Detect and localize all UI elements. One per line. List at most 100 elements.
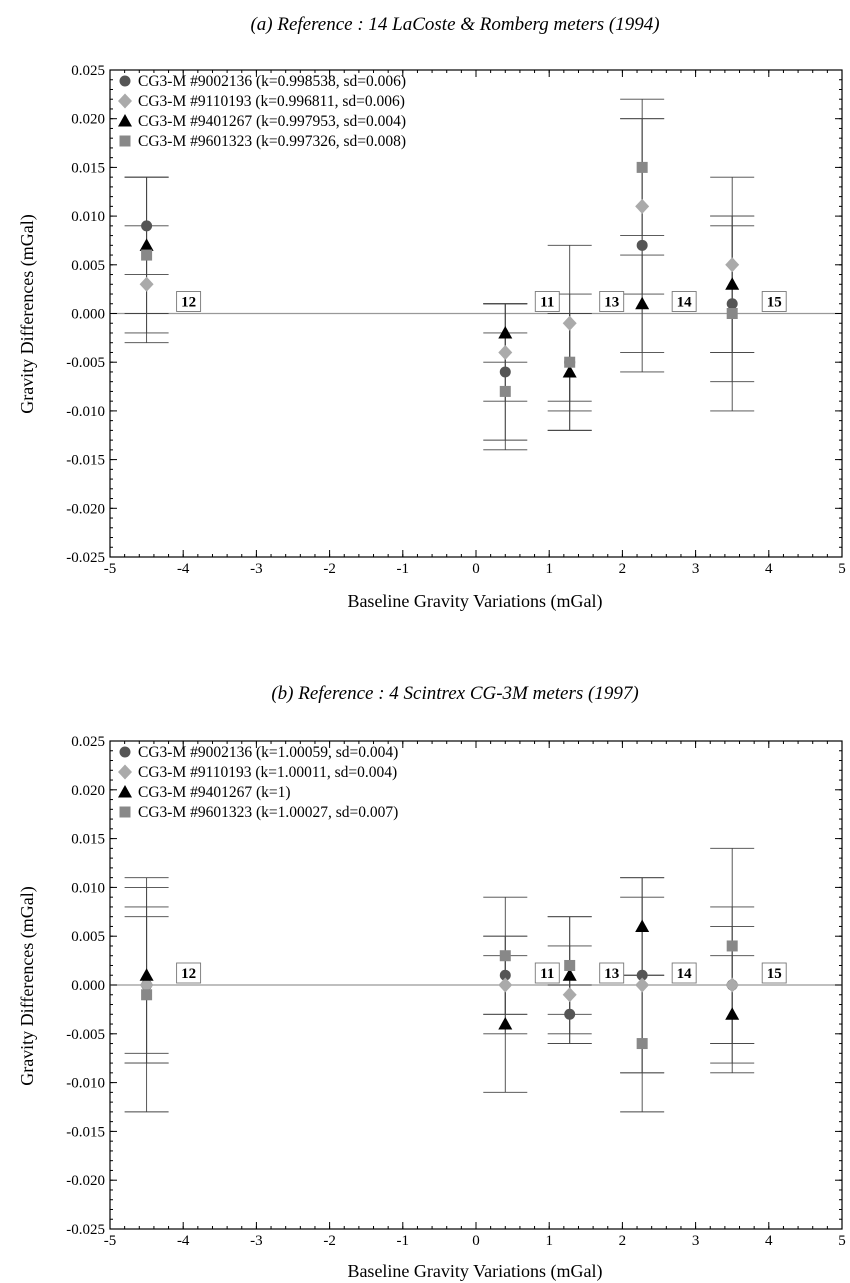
data-point-diamond <box>562 987 577 1003</box>
data-point-circle <box>499 969 511 981</box>
y-tick-label: -0.025 <box>66 1222 105 1238</box>
station-label-box <box>599 962 625 984</box>
x-tick-label: -2 <box>323 561 336 577</box>
data-point-square <box>636 161 648 173</box>
data-point-diamond <box>139 977 154 993</box>
data-point-square <box>564 959 576 971</box>
y-tick-label: -0.005 <box>66 1027 105 1043</box>
legend-entry: CG3-M #9110193 (k=1.00011, sd=0.004) <box>138 764 397 781</box>
station-label-box <box>176 962 202 984</box>
chart-title: (a) Reference : 14 LaCoste & Romberg met… <box>250 14 659 35</box>
y-tick-label: 0.015 <box>71 160 105 176</box>
y-tick-label: -0.015 <box>66 1124 105 1140</box>
data-point-diamond <box>498 977 513 993</box>
legend-marker-square <box>119 135 131 147</box>
data-point-diamond <box>635 977 650 993</box>
x-tick-label: 4 <box>765 561 773 577</box>
station-label: 12 <box>181 966 196 982</box>
legend-entry: CG3-M #9401267 (k=0.997953, sd=0.004) <box>138 113 406 130</box>
y-tick-label: 0.020 <box>71 783 105 799</box>
y-axis-label: Gravity Differences (mGal) <box>17 886 38 1086</box>
data-point-diamond <box>725 977 740 993</box>
legend-marker-diamond <box>118 93 132 109</box>
data-point-square <box>499 385 511 397</box>
legend-entry: CG3-M #9002136 (k=0.998538, sd=0.006) <box>138 73 406 90</box>
legend-marker-triangle <box>118 785 132 798</box>
legend-marker-triangle <box>118 114 132 127</box>
data-point-diamond <box>498 344 513 360</box>
station-label-box <box>176 291 202 312</box>
data-point-square <box>726 940 738 952</box>
station-label: 14 <box>677 966 693 982</box>
legend-marker-square <box>119 806 131 818</box>
station-label: 15 <box>767 295 782 311</box>
y-tick-label: -0.005 <box>66 355 105 371</box>
y-tick-label: 0.010 <box>71 209 105 225</box>
station-label: 11 <box>540 966 554 982</box>
x-tick-label: 5 <box>838 1233 846 1249</box>
data-point-square <box>141 989 153 1001</box>
legend-marker-circle <box>119 746 131 758</box>
y-tick-label: 0.005 <box>71 929 105 945</box>
x-tick-label: -3 <box>250 1233 263 1249</box>
legend-marker-diamond <box>118 764 132 780</box>
data-point-square <box>564 356 576 368</box>
x-tick-label: -1 <box>397 1233 410 1249</box>
x-tick-label: 3 <box>692 561 700 577</box>
data-point-triangle <box>562 364 577 378</box>
y-tick-label: -0.010 <box>66 1076 105 1092</box>
data-point-circle <box>141 220 153 232</box>
data-point-diamond <box>635 198 650 214</box>
legend-entry: CG3-M #9601323 (k=1.00027, sd=0.007) <box>138 804 398 821</box>
y-axis-label: Gravity Differences (mGal) <box>17 214 38 414</box>
x-tick-label: 4 <box>765 1233 773 1249</box>
data-point-circle <box>636 969 648 981</box>
y-tick-label: -0.020 <box>66 1173 105 1189</box>
x-tick-label: -2 <box>323 1233 336 1249</box>
x-tick-label: -5 <box>104 1233 117 1249</box>
data-point-triangle <box>725 1007 740 1020</box>
x-tick-label: 1 <box>545 561 553 577</box>
data-point-circle <box>726 298 738 310</box>
y-tick-label: 0.025 <box>71 734 105 750</box>
data-point-circle <box>499 366 511 378</box>
x-axis-label: Baseline Gravity Variations (mGal) <box>347 591 602 612</box>
station-label-box <box>599 291 625 312</box>
station-label-box <box>761 962 787 984</box>
x-tick-label: 3 <box>692 1233 700 1249</box>
x-tick-label: -3 <box>250 561 263 577</box>
x-tick-label: -1 <box>397 561 410 577</box>
data-point-triangle <box>498 325 513 339</box>
x-tick-label: -5 <box>104 561 117 577</box>
x-tick-label: 2 <box>619 561 627 577</box>
legend-entry: CG3-M #9002136 (k=1.00059, sd=0.004) <box>138 744 398 761</box>
data-point-square <box>636 1038 648 1050</box>
x-tick-label: 0 <box>472 1233 480 1249</box>
data-point-triangle <box>725 277 740 290</box>
data-point-triangle <box>139 968 154 981</box>
station-label-box <box>534 291 560 312</box>
legend-marker-circle <box>119 75 131 87</box>
station-label-box <box>534 962 560 984</box>
x-tick-label: -4 <box>177 1233 190 1249</box>
y-tick-label: 0.005 <box>71 258 105 274</box>
data-point-triangle <box>562 968 577 981</box>
y-tick-label: 0.015 <box>71 832 105 848</box>
y-tick-label: -0.015 <box>66 453 105 469</box>
data-point-triangle <box>498 1017 513 1030</box>
station-label: 15 <box>767 966 782 982</box>
x-tick-label: -4 <box>177 561 190 577</box>
panel-a: (a) Reference : 14 LaCoste & Romberg met… <box>17 14 846 612</box>
legend-entry: CG3-M #9110193 (k=0.996811, sd=0.006) <box>138 93 405 110</box>
data-point-triangle <box>635 919 650 932</box>
data-point-square <box>499 950 511 962</box>
y-tick-label: 0.020 <box>71 112 105 128</box>
data-point-triangle <box>635 296 650 310</box>
y-tick-label: 0.000 <box>71 307 105 323</box>
station-label: 13 <box>604 966 619 982</box>
data-point-square <box>141 249 153 261</box>
station-label-box <box>761 291 787 312</box>
station-label-box <box>671 291 697 312</box>
station-label: 11 <box>540 295 554 311</box>
